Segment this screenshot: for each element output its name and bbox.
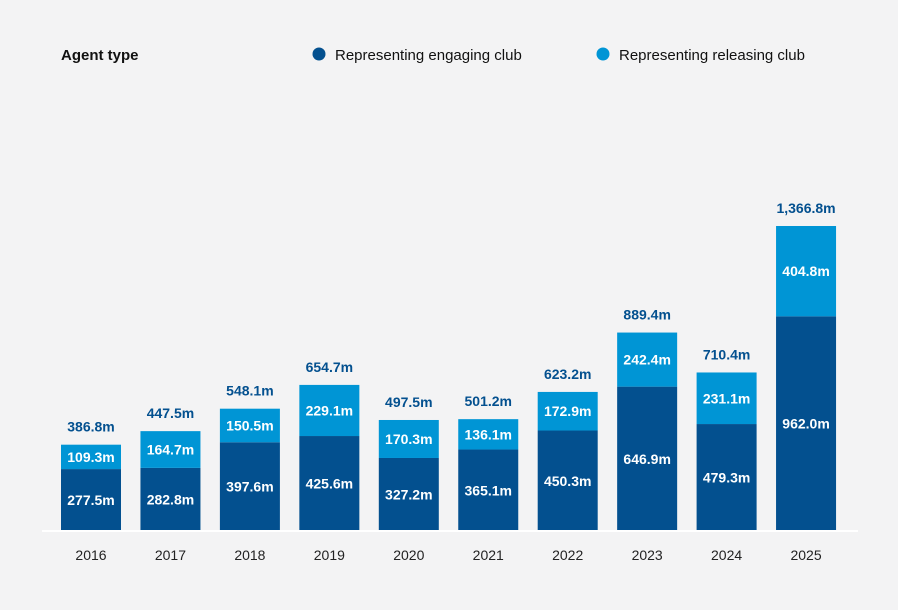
total-label-2021: 501.2m	[465, 393, 512, 409]
label-releasing-2017: 164.7m	[147, 442, 194, 458]
label-engaging-2016: 277.5m	[67, 492, 114, 508]
label-engaging-2019: 425.6m	[306, 476, 353, 492]
bar-engaging-2022	[537, 430, 598, 531]
bar-releasing-2022	[537, 391, 598, 431]
total-label-2020: 497.5m	[385, 394, 432, 410]
bar-releasing-2025	[776, 226, 837, 317]
label-releasing-2018: 150.5m	[226, 417, 273, 433]
legend-title: Agent type	[61, 47, 139, 64]
bar-engaging-2016	[61, 469, 121, 531]
x-tick-2023: 2023	[632, 547, 663, 563]
legend: Agent type Representing engaging club Re…	[61, 47, 805, 64]
label-releasing-2021: 136.1m	[465, 426, 512, 442]
label-engaging-2024: 479.3m	[703, 470, 750, 486]
label-releasing-2023: 242.4m	[623, 352, 670, 368]
legend-marker-releasing	[596, 47, 610, 61]
legend-label-engaging: Representing engaging club	[335, 47, 522, 64]
bar-releasing-2021	[458, 419, 519, 450]
bar-engaging-2018	[219, 442, 280, 531]
label-engaging-2020: 327.2m	[385, 486, 432, 502]
x-tick-2025: 2025	[790, 547, 821, 563]
x-tick-2018: 2018	[234, 547, 265, 563]
label-engaging-2023: 646.9m	[623, 451, 670, 467]
label-releasing-2024: 231.1m	[703, 390, 750, 406]
total-label-2016: 386.8m	[67, 419, 114, 435]
bar-engaging-2025	[776, 316, 837, 531]
bar-engaging-2019	[299, 436, 360, 531]
label-engaging-2022: 450.3m	[544, 473, 591, 489]
total-label-2025: 1,366.8m	[776, 200, 835, 216]
bars-group: 277.5m 109.3m 386.8m 282.8m 164.7m 447.5m 397.…	[61, 200, 837, 531]
x-tick-2021: 2021	[473, 547, 504, 563]
x-tick-2019: 2019	[314, 547, 345, 563]
bar-releasing-2023	[617, 332, 678, 387]
bar-engaging-2024	[696, 424, 757, 531]
total-label-2018: 548.1m	[226, 383, 273, 399]
label-releasing-2016: 109.3m	[67, 449, 114, 465]
label-engaging-2025: 962.0m	[782, 416, 829, 432]
label-engaging-2018: 397.6m	[226, 479, 273, 495]
bar-engaging-2017	[140, 467, 201, 531]
label-releasing-2025: 404.8m	[782, 263, 829, 279]
bar-engaging-2021	[458, 449, 519, 531]
label-releasing-2022: 172.9m	[544, 403, 591, 419]
bar-engaging-2020	[378, 457, 439, 531]
total-label-2024: 710.4m	[703, 346, 750, 362]
x-tick-2017: 2017	[155, 547, 186, 563]
label-engaging-2021: 365.1m	[465, 482, 512, 498]
x-tick-2024: 2024	[711, 547, 742, 563]
bar-releasing-2017	[140, 431, 201, 468]
total-label-2019: 654.7m	[306, 359, 353, 375]
label-releasing-2019: 229.1m	[306, 402, 353, 418]
legend-marker-engaging	[312, 47, 326, 61]
x-tick-2020: 2020	[393, 547, 424, 563]
label-releasing-2020: 170.3m	[385, 431, 432, 447]
bar-releasing-2016	[61, 444, 121, 470]
total-label-2022: 623.2m	[544, 366, 591, 382]
bar-engaging-2023	[617, 386, 678, 531]
bar-releasing-2019	[299, 384, 360, 437]
x-axis-ticks: 2016 2017 2018 2019 2020 2021 2022 2023 2024 2025	[75, 547, 821, 563]
total-label-2017: 447.5m	[147, 405, 194, 421]
bar-releasing-2020	[378, 419, 439, 458]
bar-releasing-2018	[219, 408, 280, 443]
label-engaging-2017: 282.8m	[147, 491, 194, 507]
bar-releasing-2024	[696, 372, 757, 425]
x-tick-2022: 2022	[552, 547, 583, 563]
legend-label-releasing: Representing releasing club	[619, 47, 805, 64]
total-label-2023: 889.4m	[623, 307, 670, 323]
x-tick-2016: 2016	[75, 547, 106, 563]
